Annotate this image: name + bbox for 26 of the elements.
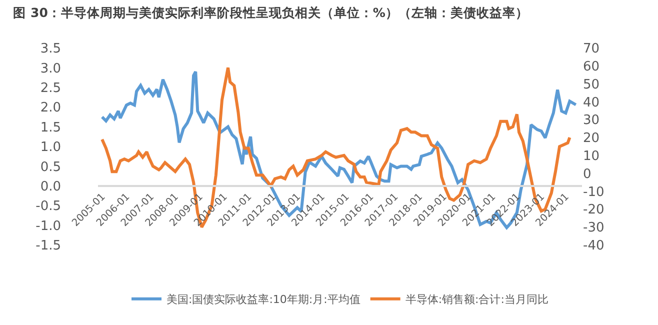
legend-label: 美国:国债实际收益率:10年期:月:平均值 (166, 293, 360, 306)
y2-tick-label: 60 (583, 59, 600, 74)
y2-tick-label: 10 (583, 149, 600, 164)
y-tick-label: -1.5 (36, 238, 61, 254)
y2-tick-label: 50 (583, 77, 600, 92)
y-tick-label: 0.5 (40, 160, 61, 175)
y2-tick-label: 70 (583, 42, 600, 57)
y-tick-label: 3.0 (40, 61, 61, 76)
y-tick-label: 1.5 (40, 120, 61, 136)
y2-tick-label: -40 (583, 238, 604, 254)
y2-tick-label: 40 (583, 95, 600, 110)
y-tick-label: -1.0 (36, 218, 61, 234)
y2-tick-label: 20 (583, 131, 600, 146)
y2-tick-label: 0 (583, 166, 592, 182)
y2-tick-label: -30 (583, 220, 604, 236)
y-tick-label: 2.0 (40, 100, 61, 116)
chart-title: 图 30：半导体周期与美债实际利率阶段性呈现负相关（单位：%）（左轴：美债收益率） (13, 4, 528, 20)
y-tick-label: 0.0 (40, 179, 61, 194)
y-tick-label: -0.5 (36, 199, 61, 214)
y-tick-label: 2.5 (40, 80, 61, 96)
y-tick-label: 3.5 (40, 42, 61, 57)
y-tick-label: 1.0 (40, 140, 61, 156)
y2-tick-label: -10 (583, 184, 604, 200)
legend-label: 半导体:销售额:合计:当月同比 (405, 293, 548, 306)
y2-tick-label: 30 (583, 113, 600, 128)
y2-tick-label: -20 (583, 202, 604, 218)
